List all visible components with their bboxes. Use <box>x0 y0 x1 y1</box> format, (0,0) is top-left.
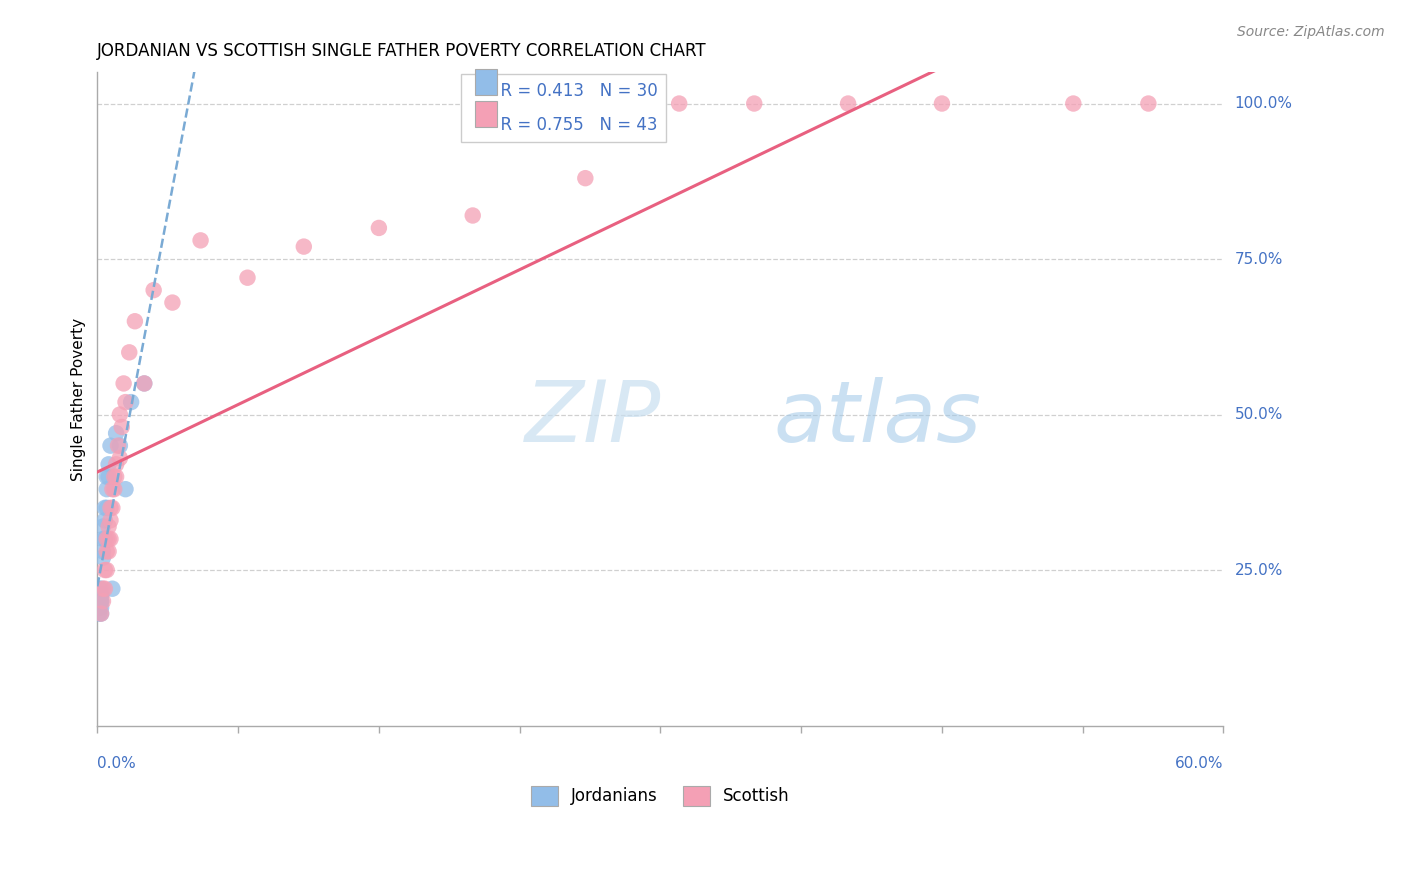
Point <box>108 439 131 453</box>
Point <box>134 376 156 391</box>
Point <box>97 469 120 483</box>
Point <box>96 469 118 483</box>
Point <box>97 519 120 533</box>
Point <box>100 439 122 453</box>
Point <box>90 600 112 615</box>
Point <box>837 96 859 111</box>
Point <box>90 607 112 621</box>
Point <box>114 395 136 409</box>
Point <box>91 582 114 596</box>
Point <box>118 345 141 359</box>
Point <box>94 563 117 577</box>
Text: 25.0%: 25.0% <box>1234 563 1282 577</box>
Text: JORDANIAN VS SCOTTISH SINGLE FATHER POVERTY CORRELATION CHART: JORDANIAN VS SCOTTISH SINGLE FATHER POVE… <box>97 42 707 60</box>
Point <box>742 96 765 111</box>
Point <box>96 482 118 496</box>
Point <box>162 295 184 310</box>
Point <box>94 513 117 527</box>
Point <box>90 594 112 608</box>
Point <box>97 532 120 546</box>
Point <box>105 458 128 472</box>
Point <box>90 594 112 608</box>
Point <box>120 395 142 409</box>
Point <box>367 221 389 235</box>
Point <box>292 239 315 253</box>
Point <box>96 532 118 546</box>
Point <box>114 482 136 496</box>
Text: 50.0%: 50.0% <box>1234 407 1282 422</box>
Text: 0.0%: 0.0% <box>97 756 136 771</box>
Point <box>97 544 120 558</box>
Point <box>91 544 114 558</box>
Point <box>236 270 259 285</box>
Point <box>111 420 134 434</box>
Legend: Jordanians, Scottish: Jordanians, Scottish <box>524 780 796 813</box>
Text: 100.0%: 100.0% <box>1234 96 1292 111</box>
Point <box>100 513 122 527</box>
Text: 75.0%: 75.0% <box>1234 252 1282 267</box>
Text: ZIP: ZIP <box>526 377 662 460</box>
Point <box>107 439 129 453</box>
Point <box>89 582 111 596</box>
Point <box>96 500 118 515</box>
Point <box>94 500 117 515</box>
Point <box>574 171 596 186</box>
Point <box>90 588 112 602</box>
Point <box>668 96 690 111</box>
Point <box>89 600 111 615</box>
Text: 60.0%: 60.0% <box>1175 756 1223 771</box>
Point <box>90 582 112 596</box>
Point <box>134 376 156 391</box>
Point <box>96 544 118 558</box>
Point <box>96 563 118 577</box>
Point <box>91 532 114 546</box>
Point <box>89 607 111 621</box>
Point <box>100 532 122 546</box>
Point <box>89 594 111 608</box>
Point <box>105 469 128 483</box>
Point <box>142 283 165 297</box>
Point <box>931 96 953 111</box>
Point <box>100 500 122 515</box>
Point <box>461 209 484 223</box>
Point <box>91 594 114 608</box>
Point <box>108 408 131 422</box>
Point <box>108 451 131 466</box>
Point <box>1137 96 1160 111</box>
Point <box>190 233 212 247</box>
Point <box>91 519 114 533</box>
Point <box>103 482 125 496</box>
Point <box>101 582 124 596</box>
Point <box>90 607 112 621</box>
Point <box>97 458 120 472</box>
Text: R = 0.413   N = 30
      R = 0.755   N = 43: R = 0.413 N = 30 R = 0.755 N = 43 <box>470 82 658 134</box>
Point <box>103 469 125 483</box>
Point <box>91 550 114 565</box>
Point <box>101 482 124 496</box>
Point <box>101 500 124 515</box>
Point <box>94 582 117 596</box>
FancyBboxPatch shape <box>475 70 498 95</box>
Text: Source: ZipAtlas.com: Source: ZipAtlas.com <box>1237 25 1385 39</box>
Point <box>1062 96 1084 111</box>
Point <box>90 588 112 602</box>
Y-axis label: Single Father Poverty: Single Father Poverty <box>72 318 86 481</box>
Point <box>105 426 128 441</box>
FancyBboxPatch shape <box>475 101 498 127</box>
Point <box>124 314 146 328</box>
Text: atlas: atlas <box>773 377 981 460</box>
Point <box>112 376 135 391</box>
Point <box>94 532 117 546</box>
